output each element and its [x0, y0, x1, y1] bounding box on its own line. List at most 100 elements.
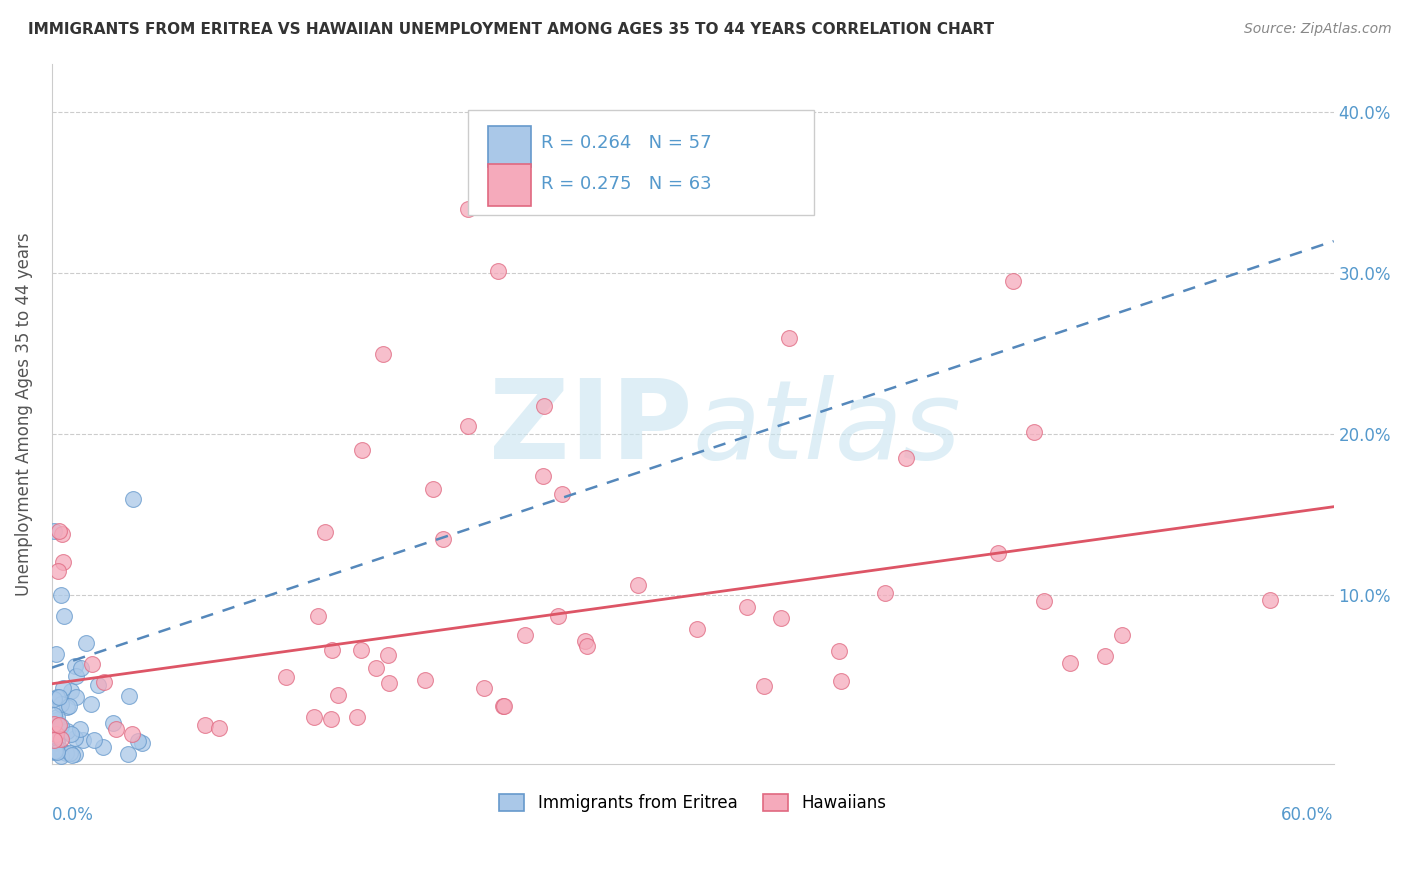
Point	[42, 744, 65, 758]
Point	[472, 681, 495, 696]
Point	[42, 730, 65, 744]
Point	[131, 737, 153, 751]
Point	[72, 733, 94, 747]
Point	[82, 657, 104, 671]
Point	[515, 627, 537, 641]
Point	[457, 419, 479, 434]
Point	[492, 699, 515, 714]
Point	[366, 660, 388, 674]
Point	[314, 524, 336, 539]
Point	[118, 689, 141, 703]
Point	[42, 524, 65, 538]
Point	[1032, 593, 1054, 607]
Point	[80, 697, 103, 711]
Point	[55, 723, 77, 738]
Point	[127, 734, 149, 748]
Point	[208, 721, 231, 735]
Point	[1258, 593, 1281, 607]
Point	[122, 491, 145, 506]
Point	[350, 443, 373, 458]
Point	[46, 731, 69, 746]
Point	[42, 733, 65, 747]
Point	[52, 681, 75, 696]
Point	[59, 727, 82, 741]
Point	[56, 699, 79, 714]
Point	[44, 708, 66, 723]
Point	[627, 577, 650, 591]
Point	[276, 670, 298, 684]
Point	[48, 690, 70, 704]
Point	[828, 644, 851, 658]
Point	[830, 673, 852, 688]
Point	[52, 555, 75, 569]
Point	[65, 690, 87, 704]
Point	[63, 731, 86, 746]
Y-axis label: Unemployment Among Ages 35 to 44 years: Unemployment Among Ages 35 to 44 years	[15, 232, 32, 596]
Point	[49, 588, 72, 602]
Point	[49, 749, 72, 764]
FancyBboxPatch shape	[488, 126, 531, 167]
Point	[45, 740, 67, 755]
Point	[531, 468, 554, 483]
Point	[51, 719, 73, 733]
Point	[91, 740, 114, 755]
Point	[59, 684, 82, 698]
Point	[1059, 657, 1081, 671]
Point	[413, 673, 436, 687]
Point	[488, 264, 510, 278]
Text: atlas: atlas	[693, 375, 962, 482]
Point	[1024, 425, 1046, 439]
Point	[769, 610, 792, 624]
Point	[896, 451, 918, 466]
Point	[69, 722, 91, 736]
Point	[551, 487, 574, 501]
Point	[377, 675, 399, 690]
Point	[86, 678, 108, 692]
Legend: Immigrants from Eritrea, Hawaiians: Immigrants from Eritrea, Hawaiians	[494, 788, 893, 819]
Text: R = 0.275   N = 63: R = 0.275 N = 63	[541, 176, 711, 194]
Point	[346, 710, 368, 724]
Point	[63, 658, 86, 673]
Point	[46, 745, 69, 759]
Point	[49, 743, 72, 757]
Point	[752, 680, 775, 694]
Point	[492, 699, 515, 714]
Point	[194, 717, 217, 731]
Point	[58, 698, 80, 713]
Text: 60.0%: 60.0%	[1281, 806, 1334, 824]
Point	[83, 733, 105, 747]
Point	[70, 661, 93, 675]
Point	[45, 710, 67, 724]
Point	[1002, 274, 1025, 288]
Text: 0.0%: 0.0%	[52, 806, 94, 824]
Point	[46, 690, 69, 704]
Point	[326, 688, 349, 702]
Point	[48, 717, 70, 731]
Point	[42, 746, 65, 760]
Point	[117, 747, 139, 761]
FancyBboxPatch shape	[488, 164, 531, 205]
Point	[457, 202, 479, 216]
Point	[59, 746, 82, 760]
Point	[778, 331, 800, 345]
Point	[1111, 628, 1133, 642]
Point	[422, 482, 444, 496]
Point	[75, 636, 97, 650]
Point	[44, 744, 66, 758]
FancyBboxPatch shape	[468, 110, 814, 215]
Point	[51, 527, 73, 541]
Point	[55, 746, 77, 760]
Text: IMMIGRANTS FROM ERITREA VS HAWAIIAN UNEMPLOYMENT AMONG AGES 35 TO 44 YEARS CORRE: IMMIGRANTS FROM ERITREA VS HAWAIIAN UNEM…	[28, 22, 994, 37]
Point	[42, 717, 65, 731]
Point	[575, 639, 598, 653]
Point	[304, 709, 326, 723]
Point	[60, 748, 83, 763]
Text: Source: ZipAtlas.com: Source: ZipAtlas.com	[1244, 22, 1392, 37]
Point	[307, 608, 329, 623]
Point	[377, 648, 399, 663]
Point	[574, 634, 596, 648]
Point	[735, 599, 758, 614]
Point	[873, 586, 896, 600]
Point	[105, 723, 128, 737]
Point	[321, 643, 343, 657]
